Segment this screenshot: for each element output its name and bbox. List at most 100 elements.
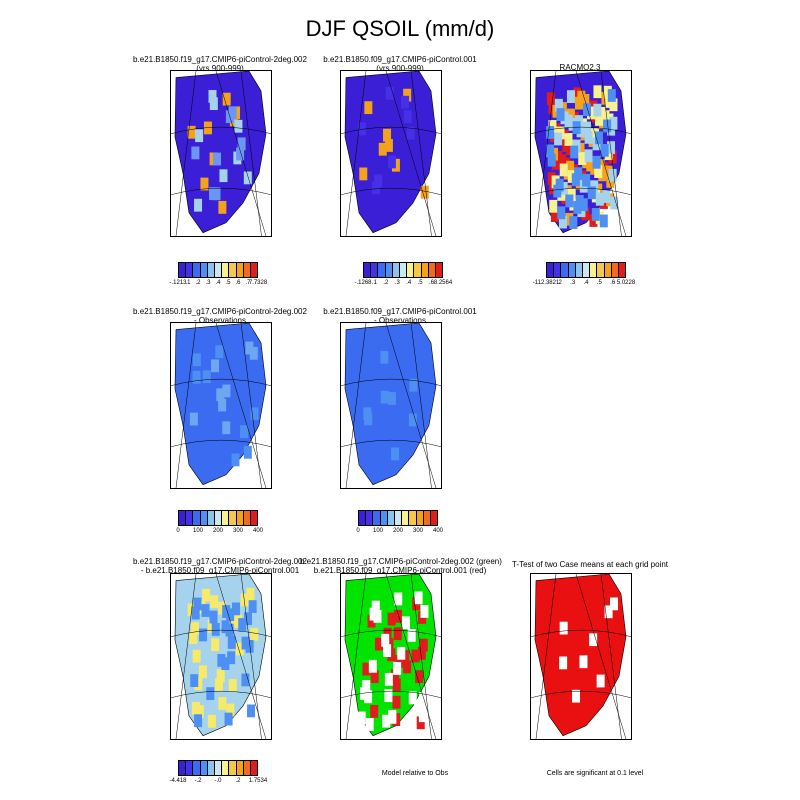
colorbar-swatch bbox=[179, 761, 187, 775]
colorbar-swatch bbox=[214, 511, 223, 525]
colorbar-swatch bbox=[243, 761, 251, 775]
colorbar-swatch bbox=[394, 511, 403, 525]
colorbar-swatch bbox=[236, 263, 244, 277]
colorbar-label: 8.2564 bbox=[433, 280, 453, 286]
colorbar-swatch bbox=[373, 511, 381, 525]
grid-cell bbox=[387, 612, 396, 626]
colorbar-label: .5 bbox=[417, 280, 423, 286]
colorbar-swatch bbox=[222, 761, 230, 775]
colorbar: 0 100 200 300 400 bbox=[176, 510, 263, 538]
colorbar-swatch bbox=[561, 263, 569, 277]
grid-cell bbox=[569, 197, 578, 211]
grid-cell bbox=[214, 678, 223, 692]
grid-cell bbox=[392, 678, 401, 692]
grid-cell bbox=[546, 144, 555, 158]
grid-cell bbox=[575, 194, 584, 208]
grid-cell bbox=[199, 628, 208, 642]
colorbar-swatch bbox=[186, 761, 194, 775]
colorbar-swatch bbox=[428, 263, 436, 277]
latitude-arc bbox=[341, 187, 441, 195]
colorbar-swatch bbox=[236, 511, 244, 525]
land-fill bbox=[534, 574, 627, 737]
latitude-arc bbox=[531, 629, 631, 637]
grid-cell bbox=[221, 620, 230, 634]
grid-cell bbox=[222, 92, 231, 106]
grid-cell bbox=[559, 163, 568, 177]
colorbar-label: 200 bbox=[392, 528, 404, 534]
grid-cell bbox=[383, 644, 392, 657]
grid-cell bbox=[570, 145, 579, 159]
colorbar-label: .4 bbox=[215, 280, 221, 286]
grid-cell bbox=[217, 653, 226, 667]
colorbar-label: .5 bbox=[596, 280, 602, 286]
grid-cell bbox=[601, 110, 610, 124]
grid-cell bbox=[250, 627, 259, 641]
colorbar-swatch bbox=[193, 761, 201, 775]
colorbar-labels: -112.3821.2 .3 .4 .5 .6 5.0228 bbox=[533, 280, 635, 290]
colorbar-label: -.1268 bbox=[354, 280, 372, 286]
grid-cell bbox=[568, 117, 577, 131]
grid-cell bbox=[575, 176, 584, 190]
meridian-line bbox=[175, 323, 197, 488]
colorbar-labels: -4.418 -.2 -.0 .2 1.7534 bbox=[169, 778, 267, 788]
grid-cell bbox=[558, 154, 567, 168]
grid-cell bbox=[391, 158, 400, 172]
grid-cell bbox=[560, 111, 569, 125]
grid-cell bbox=[420, 605, 429, 618]
panel-title: b.e21.B1850.f09_g17.CMIP6-piControl.001(… bbox=[300, 55, 500, 73]
colorbar-swatch bbox=[380, 511, 388, 525]
grid-cell bbox=[222, 384, 231, 398]
grid-cell bbox=[565, 194, 574, 208]
grid-cell bbox=[370, 704, 379, 718]
colorbar-swatch bbox=[214, 263, 223, 277]
greenland-map bbox=[531, 574, 631, 739]
grid-cell bbox=[359, 167, 368, 181]
latitude-arc bbox=[171, 439, 271, 447]
colorbar-swatch bbox=[179, 511, 187, 525]
grid-cell bbox=[209, 97, 218, 111]
colorbar-swatch bbox=[243, 511, 251, 525]
colorbar-label: 0 bbox=[356, 528, 360, 534]
grid-cell bbox=[388, 709, 397, 723]
colorbar-label: .2 bbox=[195, 280, 201, 286]
grid-cell bbox=[195, 705, 204, 718]
colorbar-label: -.2 bbox=[194, 778, 202, 784]
grid-cell bbox=[240, 425, 249, 439]
grid-cell bbox=[218, 200, 227, 214]
greenland-map bbox=[341, 71, 441, 236]
grid-cell bbox=[189, 412, 198, 426]
colorbar-swatch bbox=[407, 263, 415, 277]
grid-cell bbox=[380, 390, 389, 404]
panel-title-line1: b.e21.B1850.f09_g17.CMIP6-piControl.001 bbox=[323, 55, 477, 64]
colorbar-swatch bbox=[229, 263, 237, 277]
meridian-line bbox=[240, 323, 262, 488]
grid-cell bbox=[403, 110, 412, 124]
grid-cell bbox=[241, 673, 250, 687]
latitude-arc bbox=[171, 126, 271, 134]
grid-cell bbox=[397, 646, 406, 660]
grid-cell bbox=[589, 633, 598, 647]
grid-cell bbox=[373, 609, 382, 623]
grid-cell bbox=[566, 142, 575, 156]
grid-cell bbox=[375, 637, 384, 651]
colorbar-labels: -.1213.1 .2 .3 .4 .5 .6 .7 7.7328 bbox=[169, 280, 267, 290]
grid-cell bbox=[384, 139, 393, 152]
grid-cell bbox=[596, 674, 605, 688]
latitude-arc bbox=[531, 187, 631, 195]
grid-cell bbox=[576, 142, 585, 156]
grid-cell bbox=[201, 604, 210, 617]
grid-cell bbox=[418, 709, 427, 723]
grid-cell bbox=[610, 196, 619, 210]
colorbar-swatch bbox=[222, 511, 230, 525]
colorbar-label: .2 bbox=[235, 778, 241, 784]
latitude-arc bbox=[341, 690, 441, 698]
grid-cell bbox=[550, 129, 559, 143]
grid-cell bbox=[409, 378, 418, 392]
grid-cell bbox=[579, 198, 588, 212]
grid-cell bbox=[247, 704, 256, 718]
grid-cell bbox=[559, 656, 568, 670]
grid-cell bbox=[407, 628, 416, 642]
greenland-map bbox=[341, 574, 441, 739]
grid-cell bbox=[554, 98, 563, 112]
colorbar-swatch bbox=[200, 263, 208, 277]
